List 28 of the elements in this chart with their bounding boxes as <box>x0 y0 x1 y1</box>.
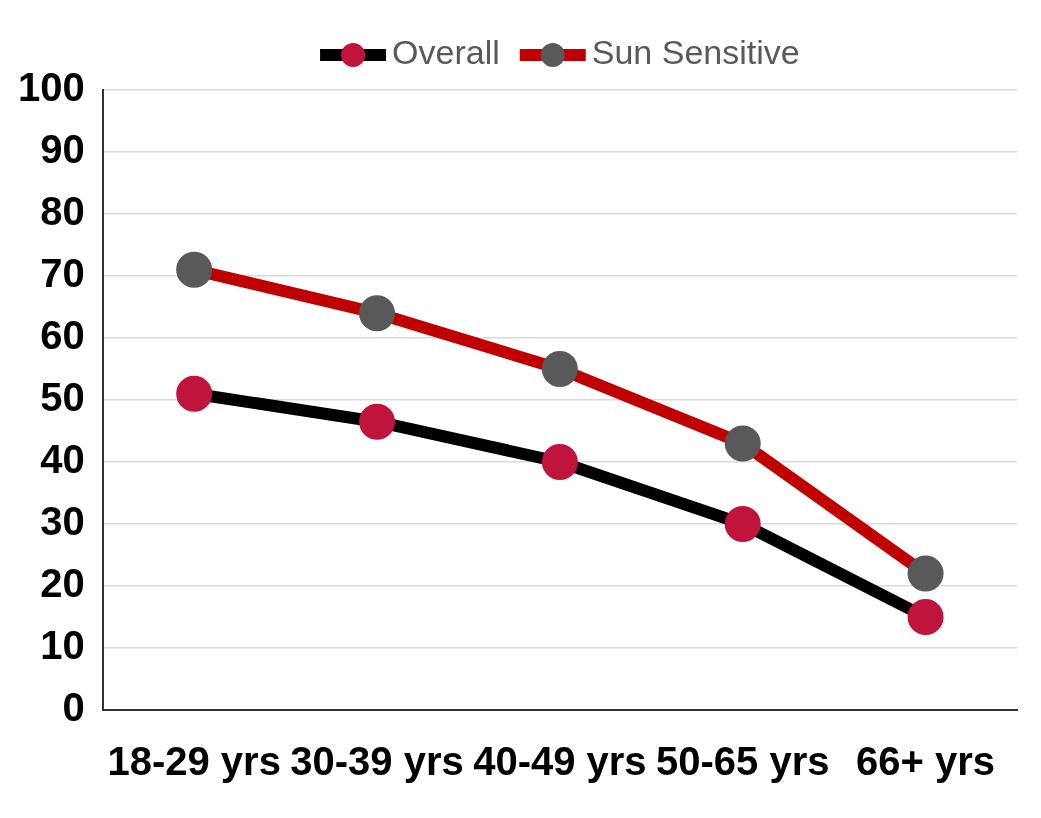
point <box>176 375 213 412</box>
point <box>359 295 396 332</box>
y-tick-label: 10 <box>40 623 85 668</box>
x-tick-label: 50-65 yrs <box>655 739 830 784</box>
y-tick-label: 100 <box>17 65 85 110</box>
y-tick-label: 40 <box>40 437 85 482</box>
y-tick-label: 90 <box>40 127 85 172</box>
y-tick-label: 80 <box>40 189 85 234</box>
legend-label: Overall <box>392 33 500 72</box>
x-tick-label: 18-29 yrs <box>107 739 281 784</box>
point <box>724 425 761 462</box>
y-tick-label: 70 <box>40 251 85 296</box>
y-tick-label: 30 <box>40 499 85 544</box>
point <box>724 506 761 542</box>
y-tick-label: 20 <box>40 561 85 606</box>
point <box>359 403 396 440</box>
point <box>907 599 944 635</box>
y-tick-label: 0 <box>62 685 85 730</box>
point <box>907 555 944 592</box>
point <box>541 351 578 387</box>
x-tick-label: 30-39 yrs <box>290 739 464 784</box>
y-tick-label: 60 <box>40 313 85 358</box>
y-tick-label: 50 <box>40 375 85 420</box>
point <box>176 251 213 288</box>
point <box>541 444 578 480</box>
legend-label: Sun Sensitive <box>591 33 800 72</box>
x-tick-label: 66+ yrs <box>856 739 996 784</box>
x-tick-label: 40-49 yrs <box>473 739 647 784</box>
